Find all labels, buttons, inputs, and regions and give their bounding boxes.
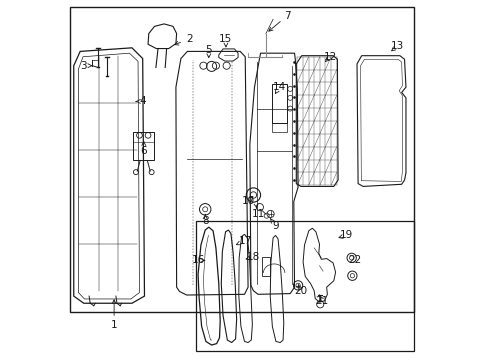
- Bar: [272, 123, 286, 132]
- Text: 17: 17: [238, 236, 251, 246]
- Text: 5: 5: [205, 45, 212, 55]
- Text: 8: 8: [202, 216, 208, 226]
- Text: 22: 22: [348, 255, 361, 265]
- Bar: [70, 7, 413, 312]
- Text: 12: 12: [323, 52, 336, 62]
- Text: 1: 1: [111, 320, 117, 330]
- Text: 11: 11: [251, 209, 264, 219]
- Bar: [261, 257, 269, 276]
- Text: 13: 13: [390, 41, 403, 51]
- Text: 2: 2: [185, 34, 192, 44]
- Text: 6: 6: [140, 147, 147, 157]
- Text: 18: 18: [246, 252, 260, 262]
- Text: 9: 9: [272, 221, 279, 231]
- Text: 20: 20: [294, 286, 307, 296]
- Text: 21: 21: [315, 296, 328, 306]
- Bar: [196, 221, 413, 351]
- Text: 16: 16: [191, 255, 204, 265]
- Text: 7: 7: [284, 11, 290, 21]
- Text: 10: 10: [241, 197, 254, 206]
- Text: 15: 15: [219, 34, 232, 44]
- Text: 3: 3: [80, 61, 86, 71]
- Text: 19: 19: [339, 230, 352, 240]
- Text: 4: 4: [139, 96, 146, 107]
- Bar: [133, 132, 154, 160]
- Text: 14: 14: [272, 82, 285, 92]
- Bar: [272, 84, 286, 123]
